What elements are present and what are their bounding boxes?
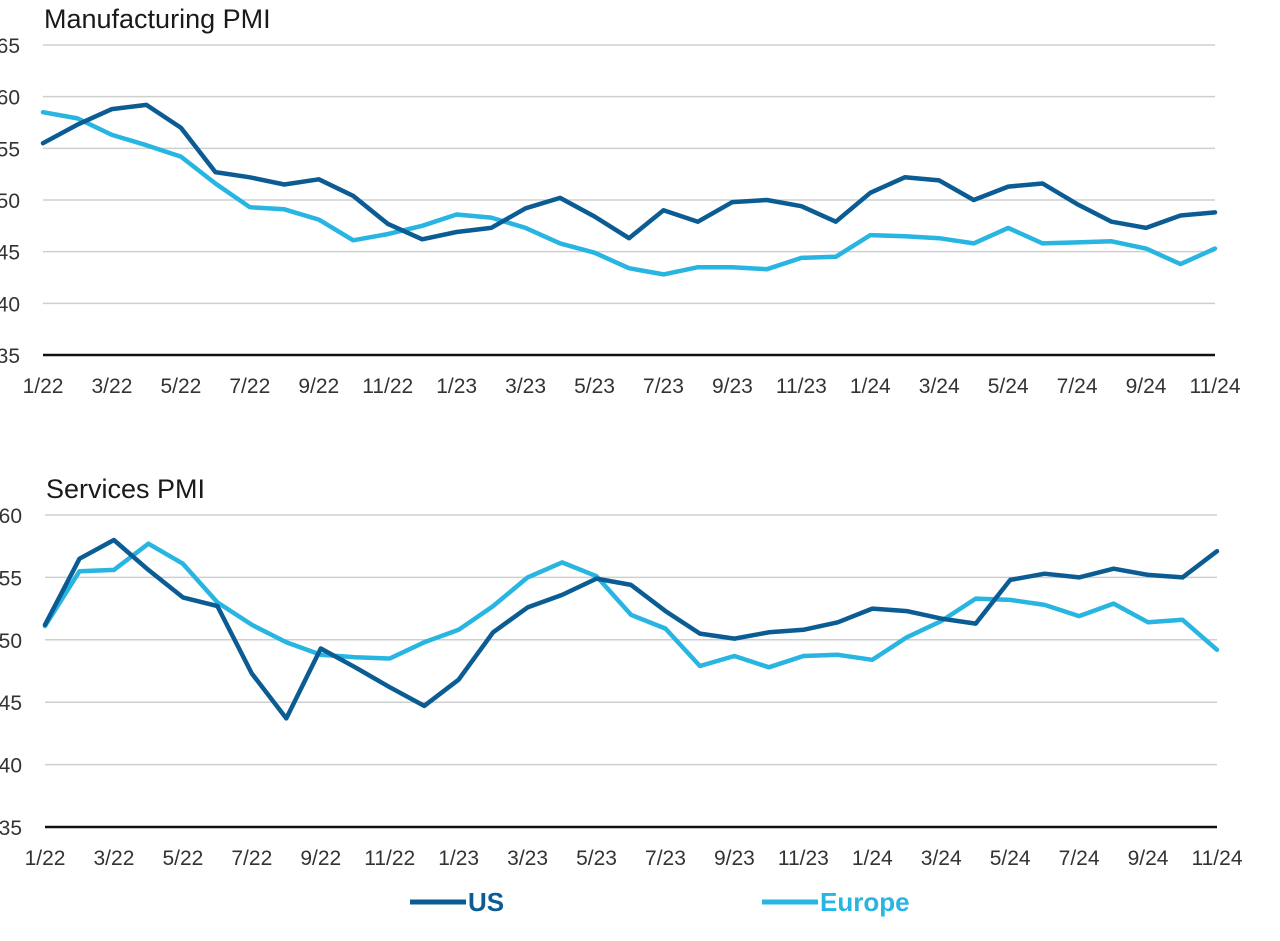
y-tick-label: 35 [0,345,20,368]
x-tick-label: 3/23 [505,375,546,398]
x-tick-label: 5/23 [574,375,615,398]
x-tick-label: 7/23 [645,847,686,870]
x-tick-label: 5/22 [160,375,201,398]
x-tick-label: 3/24 [921,847,962,870]
x-tick-label: 5/24 [990,847,1031,870]
series-line-europe [40,109,1218,277]
y-tick-label: 50 [0,630,22,653]
x-tick-label: 5/22 [162,847,203,870]
x-tick-label: 3/22 [94,847,135,870]
series-line-us [40,102,1218,242]
y-tick-label: 35 [0,817,22,840]
x-tick-label: 3/24 [919,375,960,398]
legend-label-us: US [468,887,504,917]
x-tick-label: 3/22 [92,375,133,398]
y-tick-label: 65 [0,35,20,58]
x-tick-label: 1/22 [23,375,64,398]
y-tick-label: 45 [0,692,22,715]
x-tick-label: 7/22 [229,375,270,398]
y-tick-label: 40 [0,755,22,778]
services-pmi-chart: Services PMI 35 40 45 50 55 60 1/22 3/22 5/22 7/2… [0,474,1243,870]
x-tick-label: 9/23 [712,375,753,398]
y-tick-label: 50 [0,190,20,213]
x-tick-label: 1/24 [850,375,891,398]
x-tick-label: 9/24 [1128,847,1169,870]
y-tick-label: 60 [0,505,22,528]
chart-title: Manufacturing PMI [44,4,271,34]
x-tick-label: 7/22 [231,847,272,870]
x-tick-label: 9/23 [714,847,755,870]
x-tick-label: 11/24 [1190,375,1241,398]
y-tick-label: 55 [0,138,20,161]
y-tick-label: 55 [0,567,22,590]
y-tick-label: 60 [0,87,20,110]
x-tick-label: 11/24 [1192,847,1243,870]
y-tick-label: 40 [0,293,20,316]
x-tick-label: 11/22 [362,375,413,398]
x-tick-label: 1/23 [438,847,479,870]
x-tick-label: 9/24 [1126,375,1167,398]
x-tick-label: 7/24 [1059,847,1100,870]
x-tick-label: 7/23 [643,375,684,398]
legend: US Europe [410,887,910,917]
x-tick-label: 1/24 [852,847,893,870]
x-tick-label: 5/24 [988,375,1029,398]
x-tick-label: 9/22 [298,375,339,398]
x-tick-label: 3/23 [507,847,548,870]
x-tick-label: 1/23 [436,375,477,398]
x-tick-label: 1/22 [25,847,66,870]
x-tick-label: 11/23 [776,375,827,398]
manufacturing-pmi-chart: Manufacturing PMI 35 40 45 50 55 60 65 1/22 3/22… [0,4,1241,398]
y-tick-label: 45 [0,242,20,265]
x-tick-label: 7/24 [1057,375,1098,398]
series-line-us [42,537,1220,721]
x-tick-label: 5/23 [576,847,617,870]
x-tick-label: 9/22 [300,847,341,870]
x-tick-label: 11/22 [364,847,415,870]
chart-title: Services PMI [46,474,205,504]
legend-label-europe: Europe [820,887,910,917]
series-line-europe [42,541,1220,670]
x-tick-label: 11/23 [778,847,829,870]
